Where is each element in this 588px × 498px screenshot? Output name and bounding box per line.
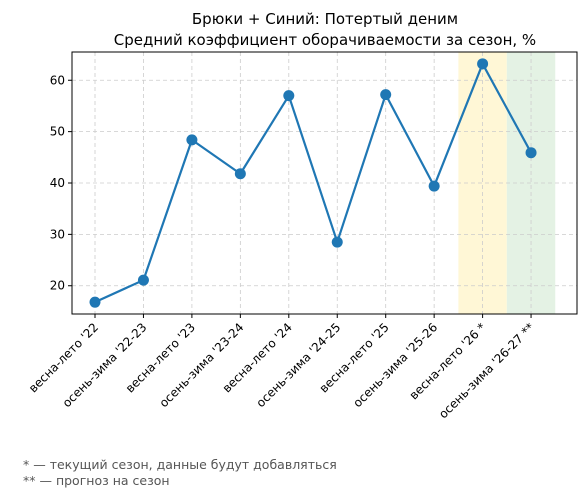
data-point [283, 90, 295, 102]
chart-subtitle: Средний коэффициент оборачиваемости за с… [114, 31, 536, 49]
data-point [380, 89, 392, 101]
x-tick-label: осень-зима '25-26 [350, 320, 440, 410]
x-tick-label: осень-зима '24-25 [253, 320, 343, 410]
chart-title: Брюки + Синий: Потертый деним [192, 10, 458, 28]
series-line [89, 58, 537, 308]
series-line-path [94, 62, 533, 304]
data-point [331, 236, 343, 248]
data-point [428, 180, 440, 192]
x-tick-label: осень-зима '26-27 ** [436, 320, 537, 421]
data-point [89, 296, 101, 308]
data-point [234, 168, 246, 180]
data-point [137, 274, 149, 286]
data-point [477, 58, 489, 70]
x-tick-label: осень-зима '22-23 [60, 320, 150, 410]
y-tick-label: 50 [50, 125, 65, 139]
y-tick-label: 40 [50, 176, 65, 190]
x-tick-label: осень-зима '23-24 [157, 320, 247, 410]
y-tick-label: 20 [50, 279, 65, 293]
y-tick-label: 60 [50, 73, 65, 87]
y-tick-label: 30 [50, 227, 65, 241]
footnote-current: * — текущий сезон, данные будут добавлят… [23, 457, 337, 472]
footnote-forecast: ** — прогноз на сезон [23, 473, 170, 488]
y-axis: 20 30 40 50 60 [50, 73, 72, 293]
data-point [186, 134, 198, 146]
data-point [525, 147, 537, 159]
